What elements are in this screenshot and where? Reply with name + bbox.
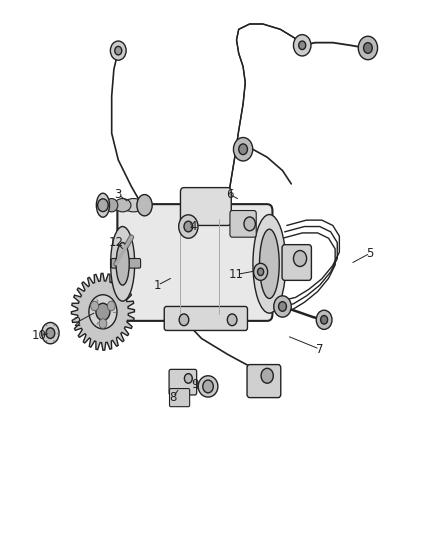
Circle shape xyxy=(107,301,115,311)
Circle shape xyxy=(46,328,55,338)
Ellipse shape xyxy=(253,214,286,313)
FancyBboxPatch shape xyxy=(170,389,190,407)
Circle shape xyxy=(321,316,328,324)
Ellipse shape xyxy=(114,198,131,212)
Ellipse shape xyxy=(123,198,144,212)
Circle shape xyxy=(89,295,117,329)
FancyBboxPatch shape xyxy=(117,204,272,321)
Ellipse shape xyxy=(106,198,118,212)
Circle shape xyxy=(227,314,237,326)
Circle shape xyxy=(261,368,273,383)
Text: 9: 9 xyxy=(191,378,199,391)
Circle shape xyxy=(184,374,192,383)
Text: 5: 5 xyxy=(367,247,374,260)
Text: 11: 11 xyxy=(229,268,244,281)
Circle shape xyxy=(98,199,108,212)
Circle shape xyxy=(233,138,253,161)
Circle shape xyxy=(42,322,59,344)
Circle shape xyxy=(274,296,291,317)
Text: 2: 2 xyxy=(73,316,81,329)
Text: 7: 7 xyxy=(316,343,324,356)
FancyBboxPatch shape xyxy=(164,306,247,330)
Ellipse shape xyxy=(137,195,152,216)
FancyBboxPatch shape xyxy=(230,211,256,237)
FancyBboxPatch shape xyxy=(169,369,197,395)
Circle shape xyxy=(316,310,332,329)
Text: 6: 6 xyxy=(226,188,234,201)
Text: 8: 8 xyxy=(170,391,177,403)
FancyBboxPatch shape xyxy=(282,245,311,280)
Circle shape xyxy=(293,251,307,266)
Circle shape xyxy=(96,303,110,320)
Circle shape xyxy=(184,221,193,232)
Circle shape xyxy=(358,36,378,60)
FancyBboxPatch shape xyxy=(247,365,281,398)
Ellipse shape xyxy=(116,243,129,285)
Text: 4: 4 xyxy=(189,220,197,233)
Circle shape xyxy=(115,46,122,55)
Circle shape xyxy=(299,41,306,50)
Circle shape xyxy=(364,43,372,53)
Circle shape xyxy=(179,215,198,238)
Ellipse shape xyxy=(96,193,110,217)
Circle shape xyxy=(258,268,264,276)
Text: 3: 3 xyxy=(115,188,122,201)
Circle shape xyxy=(293,35,311,56)
Circle shape xyxy=(254,263,268,280)
Circle shape xyxy=(244,217,255,231)
Ellipse shape xyxy=(259,229,279,298)
Ellipse shape xyxy=(198,376,218,397)
Circle shape xyxy=(239,144,247,155)
Circle shape xyxy=(203,380,213,393)
Text: 12: 12 xyxy=(109,236,124,249)
Text: 1: 1 xyxy=(154,279,162,292)
Circle shape xyxy=(279,302,286,311)
FancyBboxPatch shape xyxy=(180,188,231,225)
Text: 10: 10 xyxy=(32,329,47,342)
Polygon shape xyxy=(71,273,134,350)
Circle shape xyxy=(179,314,189,326)
Circle shape xyxy=(99,319,107,328)
Circle shape xyxy=(110,41,126,60)
Circle shape xyxy=(91,301,99,311)
Ellipse shape xyxy=(110,227,135,301)
FancyBboxPatch shape xyxy=(111,259,141,268)
